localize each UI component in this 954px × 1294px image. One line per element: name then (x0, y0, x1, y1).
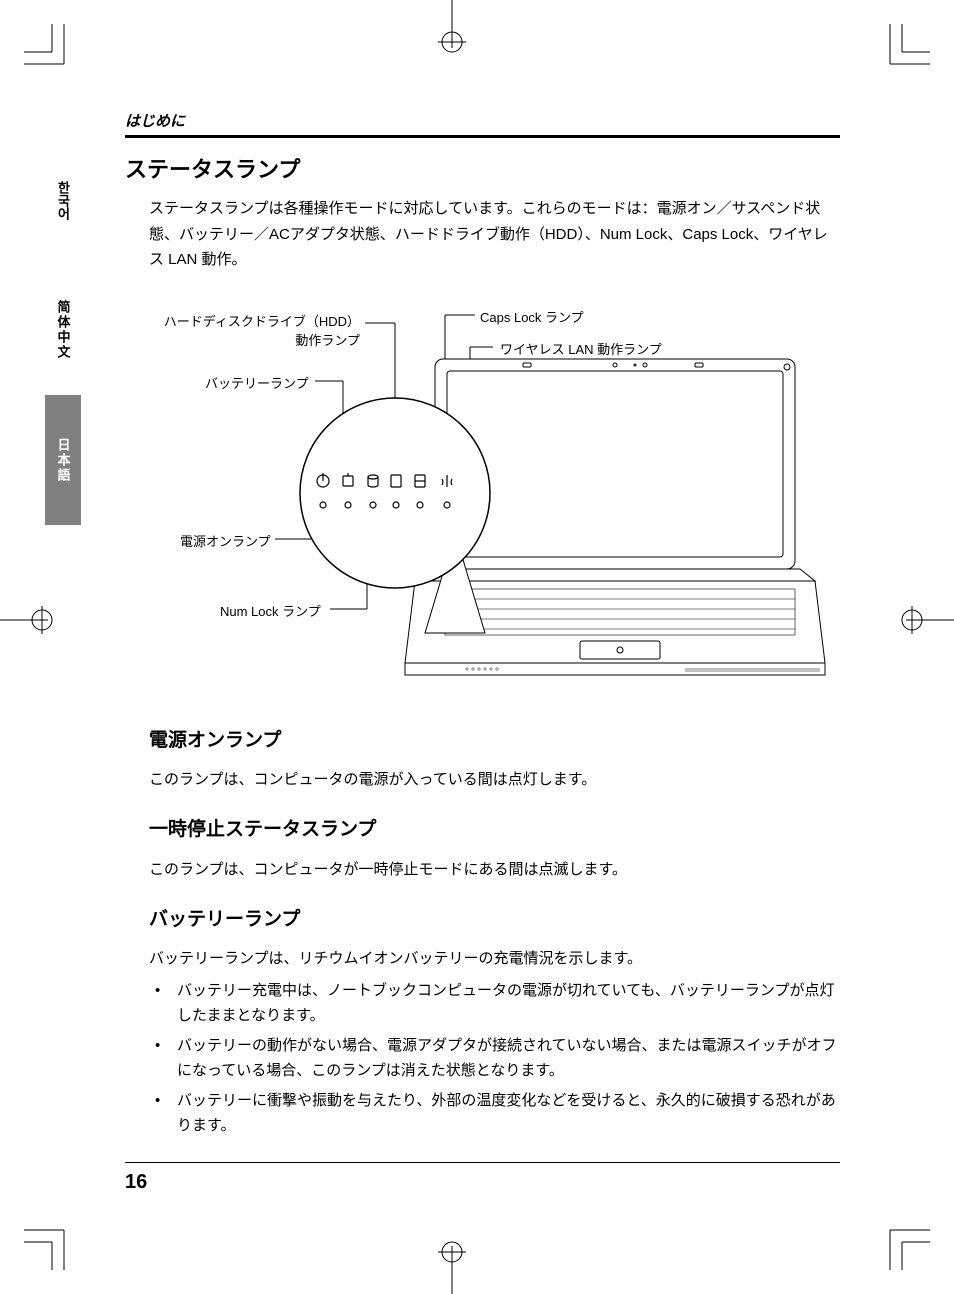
label-battery: バッテリーランプ (205, 373, 309, 392)
tab-japanese: 日本語 (45, 395, 81, 525)
tab-label: 日本語 (54, 438, 73, 483)
crop-corner-tl (24, 24, 84, 84)
crop-corner-br (870, 1210, 930, 1270)
sub-power-title: 電源オンランプ (149, 725, 840, 757)
page-footer: 16 (125, 1162, 840, 1194)
label-capslock: Caps Lock ランプ (480, 307, 584, 326)
crop-corner-bl (24, 1210, 84, 1270)
crop-corner-tr (870, 24, 930, 84)
page: 한국어 简体中文 日本語 はじめに ステータスランプ ステータスランプは各種操作… (0, 0, 954, 1294)
bullet-item: バッテリー充電中は、ノートブックコンピュータの電源が切れていても、バッテリーラン… (149, 978, 840, 1029)
bullet-item: バッテリーの動作がない場合、電源アダプタが接続されていない場合、または電源スイッ… (149, 1033, 840, 1084)
tab-label: 한국어 (54, 181, 73, 220)
sub-power-text: このランプは、コンピュータの電源が入っている間は点灯します。 (149, 767, 840, 793)
header-rule (125, 135, 840, 138)
sub-battery-title: バッテリーランプ (149, 904, 840, 936)
language-tabs: 한국어 简体中文 日本語 (45, 135, 81, 525)
section-intro: ステータスランプは各種操作モードに対応しています。これらのモードは：電源オン／サ… (149, 196, 840, 273)
crop-mark-right (896, 596, 954, 644)
sub-suspend-text: このランプは、コンピュータが一時停止モードにある間は点滅します。 (149, 857, 840, 883)
content-column: はじめに ステータスランプ ステータスランプは各種操作モードに対応しています。こ… (125, 110, 840, 1143)
crop-mark-left (0, 596, 58, 644)
laptop-illustration (125, 303, 840, 703)
label-power: 電源オンランプ (180, 531, 271, 550)
subsections: 電源オンランプ このランプは、コンピュータの電源が入っている間は点灯します。 一… (149, 725, 840, 1139)
section-title: ステータスランプ (125, 152, 840, 184)
sub-battery-lead: バッテリーランプは、リチウムイオンバッテリーの充電情況を示します。 (149, 946, 840, 972)
tab-korean: 한국어 (45, 135, 81, 265)
bullet-item: バッテリーに衝撃や振動を与えたり、外部の温度変化などを受けると、永久的に破損する… (149, 1088, 840, 1139)
running-head: はじめに (125, 110, 840, 131)
page-number: 16 (125, 1171, 840, 1194)
tab-label: 简体中文 (54, 300, 73, 360)
label-wlan: ワイヤレス LAN 動作ランプ (500, 339, 662, 358)
sub-suspend-title: 一時停止ステータスランプ (149, 814, 840, 846)
crop-mark-top (428, 0, 476, 58)
crop-mark-bottom (428, 1236, 476, 1294)
tab-chinese: 简体中文 (45, 265, 81, 395)
status-lamp-diagram: ハードディスクドライブ（HDD） 動作ランプ バッテリーランプ 電源オンランプ … (125, 303, 840, 703)
intro-text: ステータスランプは各種操作モードに対応しています。これらのモードは：電源オン／サ… (149, 196, 840, 273)
footer-rule (125, 1162, 840, 1163)
label-hdd: ハードディスクドライブ（HDD） 動作ランプ (140, 311, 360, 349)
label-numlock: Num Lock ランプ (220, 601, 321, 620)
battery-bullets: バッテリー充電中は、ノートブックコンピュータの電源が切れていても、バッテリーラン… (149, 978, 840, 1139)
